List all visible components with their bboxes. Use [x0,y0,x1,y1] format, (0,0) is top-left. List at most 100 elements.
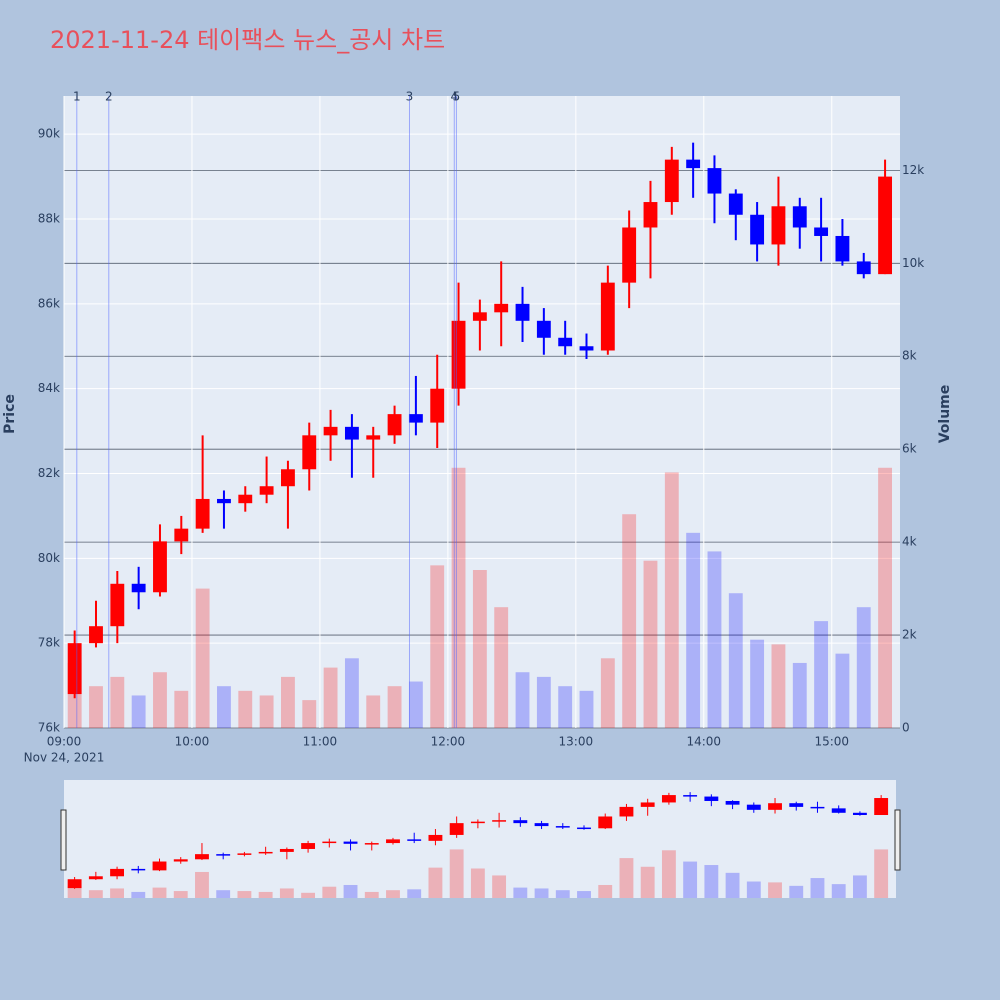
y-axis-title: Price [2,394,18,434]
volume-bar [344,658,359,728]
slider-volume-bar [577,891,591,898]
slider-volume-bar [492,875,507,898]
slider-volume-bar [810,878,825,898]
slider-candle-body [110,868,124,877]
slider-volume-bar [110,888,124,898]
candle-body [579,346,594,351]
slider-volume-bar [683,861,698,898]
volume-bar [664,472,679,728]
slider-candle-body [640,802,655,807]
x-tick-label: 11:00 [303,735,338,749]
slider-candle-body [683,795,698,797]
slider-volume-bar [640,866,655,898]
slider-volume-bar [619,858,634,898]
volume-bar [195,588,210,728]
y-tick-label: 86k [38,296,60,310]
y-tick-label: 82k [38,466,60,480]
candle-body [686,159,701,169]
volume-bar [472,570,487,728]
slider-volume-bar [386,890,400,898]
slider-candle-body [810,806,825,809]
y-tick-label: 84k [38,381,60,395]
candle-body [408,414,423,423]
slider-candle-body [279,848,294,852]
slider-candle-body [216,854,231,856]
slider-candle-body [237,853,252,855]
slider-volume-bar [343,884,358,898]
slider-candle-body [449,823,464,835]
slider-candle-body [386,839,400,844]
candle-body [728,193,743,215]
x-tick-label: 14:00 [686,735,721,749]
range-slider[interactable] [64,780,896,898]
slider-volume-bar [831,884,846,898]
volume-bar [515,672,530,728]
slider-volume-bar [746,881,761,898]
candle-body [217,498,231,504]
slider-handle[interactable] [60,809,67,871]
slider-volume-bar [88,890,103,898]
candle-body [280,469,295,487]
candle-body [814,227,829,236]
volume-bar [771,644,786,728]
candle-body [238,494,253,504]
slider-candle-body [534,823,549,827]
x-tick-label: 12:00 [431,735,466,749]
candle-body [494,303,509,313]
volume-bar [217,686,231,728]
volume-bar [494,607,509,728]
y2-tick-label: 8k [902,349,917,363]
news-label: 2 [105,90,113,104]
y-tick-label: 78k [38,636,60,650]
candle-body [600,282,615,351]
slider-volume-bar [470,868,485,898]
slider-candle-body [173,859,188,862]
slider-candle-body [831,808,846,813]
volume-bar [750,639,765,728]
slider-candle-body [322,841,337,844]
slider-volume-bar [152,887,167,898]
slider-candle-body [470,821,485,824]
slider-candle-body [67,879,82,889]
slider-volume-bar [173,891,188,898]
slider-volume-bar [322,886,337,898]
candle-body [750,214,765,245]
slider-volume-bar [407,889,422,898]
slider-volume-bar [534,888,549,898]
volume-bar [408,681,423,728]
slider-candle-body [407,839,422,841]
slider-candle-body [852,812,867,816]
x-tick-label: 15:00 [814,735,849,749]
candle-body [835,235,850,262]
candle-body [707,168,722,194]
volume-bar [792,662,807,728]
slider-volume-bar [428,867,443,898]
slider-volume-bar [195,871,209,898]
slider-volume-bar [661,850,676,898]
y2-tick-label: 12k [902,163,924,177]
candle-body [622,227,637,283]
slider-candle-body [195,854,209,860]
news-label: 3 [406,90,414,104]
candle-body [856,261,871,275]
volume-bar [622,514,637,728]
candle-body [643,202,658,228]
slider-volume-bar [513,887,528,898]
slider-volume-bar [555,890,570,898]
slider-volume-bar [67,885,82,898]
slider-volume-bar [237,891,252,898]
y2-tick-label: 4k [902,535,917,549]
news-label: 1 [73,90,81,104]
volume-bar [280,676,295,728]
y2-tick-label: 6k [902,442,917,456]
plot-area [64,96,900,728]
volume-bar [643,560,658,728]
slider-volume-bar [789,885,804,898]
news-label: 5 [453,90,461,104]
slider-candle-body [661,795,676,803]
slider-handle[interactable] [894,809,901,871]
slider-volume-bar [874,849,889,898]
news-label: 4 [450,90,458,104]
slider-candle-body [88,876,103,880]
